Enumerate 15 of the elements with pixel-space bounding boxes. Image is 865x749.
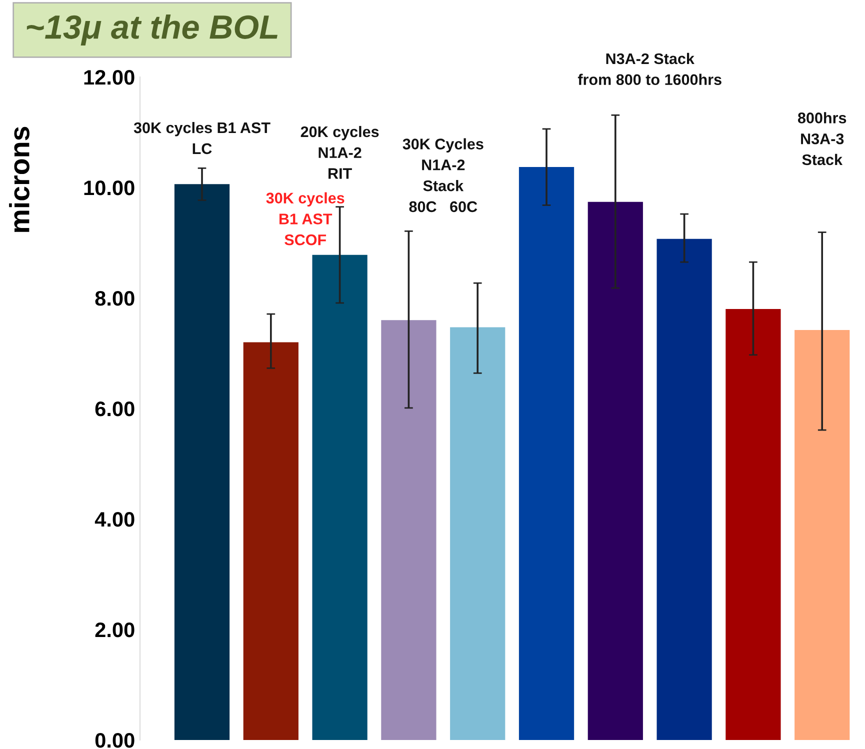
text: ~13μ at the BOL	[26, 14, 278, 46]
y-tick-label: 12.00	[84, 70, 134, 85]
y-tick-label: 0.00	[95, 733, 134, 748]
y-tick-label: 6.00	[95, 402, 134, 416]
y-tick-label: 8.00	[95, 291, 134, 306]
annotation: 30K cycles B1 AST SCOF	[266, 192, 344, 246]
y-tick-label: 2.00	[95, 622, 134, 638]
y-tick-label: 4.00	[94, 512, 134, 527]
y-tick-label: 10.00	[84, 180, 134, 196]
annotation: 800hrs N3A-3 Stack	[798, 112, 846, 166]
annotation: 30K Cycles N1A-2 Stack 80C 60C	[402, 138, 484, 212]
annotation: 30K cycles B1 AST LC	[134, 122, 270, 154]
y-axis-title: microns	[9, 126, 30, 232]
annotation: 20K cycles N1A-2 RIT	[300, 126, 379, 179]
annotation: N3A-2 Stack from 800 to 1600hrs	[578, 52, 722, 86]
